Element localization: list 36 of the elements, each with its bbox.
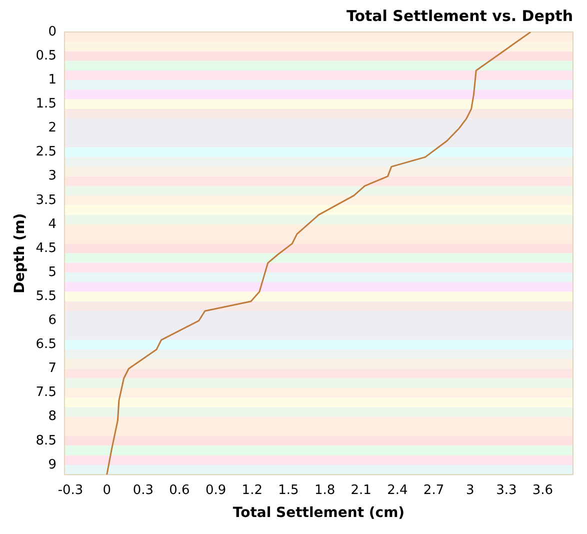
y-tick-label: 7.5: [36, 385, 56, 400]
y-tick-label: 4.5: [36, 240, 56, 256]
y-tick-label: 3: [48, 168, 56, 184]
x-tick-label: 0.6: [169, 482, 190, 498]
x-tick-label: 1.5: [278, 482, 299, 498]
y-tick-label: 0: [48, 24, 56, 40]
x-tick-label: 0.3: [132, 482, 154, 498]
y-tick-label: 0.5: [36, 48, 56, 64]
y-tick-label: 9: [48, 457, 56, 472]
x-tick-label: 3: [466, 482, 474, 498]
x-tick-label: 2.7: [423, 482, 444, 498]
x-tick-label: 2.1: [350, 482, 372, 498]
x-tick-label: -0.3: [58, 482, 84, 498]
y-tick-label: 6: [48, 313, 56, 328]
y-tick-label: 8.5: [36, 433, 56, 448]
y-tick-label: 6.5: [36, 337, 56, 352]
y-tick-label: 7: [48, 361, 56, 376]
y-tick-label: 2.5: [36, 144, 56, 160]
x-tick-label: 1.8: [314, 482, 336, 498]
y-tick-label: 1: [48, 72, 56, 88]
y-tick-label: 8: [48, 409, 56, 424]
y-tick-label: 5.5: [36, 288, 56, 304]
chart-title: Total Settlement vs. Depth: [346, 6, 573, 25]
y-axis-title: Depth (m): [12, 213, 28, 294]
x-tick-label: 3.6: [532, 482, 554, 498]
x-tick-label: 0: [102, 482, 111, 498]
y-tick-label: 2: [48, 120, 56, 136]
x-tick-label: 3.3: [496, 482, 517, 498]
y-tick-label: 5: [48, 264, 56, 280]
x-tick-label: 2.4: [387, 482, 408, 498]
x-axis-title: Total Settlement (cm): [232, 505, 405, 522]
y-tick-label: 4: [48, 216, 56, 232]
x-tick-label: 1.2: [242, 482, 262, 498]
y-tick-label: 3.5: [36, 192, 56, 208]
x-tick-label: 0.9: [205, 482, 226, 498]
y-tick-label: 1.5: [36, 96, 56, 112]
